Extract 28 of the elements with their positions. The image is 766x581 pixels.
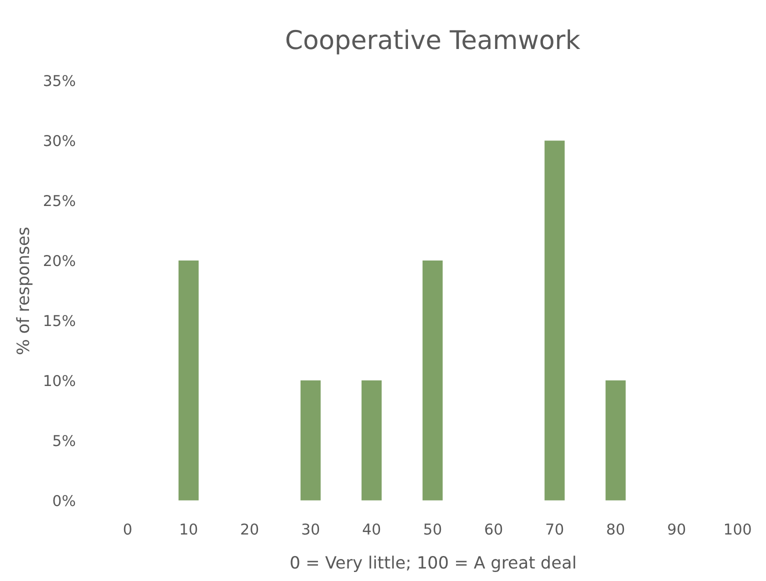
x-tick-label: 70 [545,520,564,539]
bar [362,380,382,500]
y-tick-label: 30% [42,132,76,150]
y-tick-label: 0% [52,492,76,510]
x-axis-title: 0 = Very little; 100 = A great deal [290,552,577,572]
x-tick-label: 60 [484,520,504,539]
y-tick-label: 15% [42,312,76,330]
y-tick-label: 25% [42,192,76,210]
y-tick-label: 20% [42,252,76,270]
bar [300,380,321,500]
bar [606,380,626,500]
x-tick-label: 40 [362,520,382,539]
x-tick-label: 50 [423,520,442,539]
bar [422,260,443,500]
x-tick-label: 0 [122,520,132,539]
chart-title: Cooperative Teamwork [284,26,580,56]
x-tick-label: 100 [723,520,752,539]
x-tick-label: 30 [301,520,320,539]
x-tick-label: 10 [179,520,198,539]
x-tick-label: 80 [606,520,626,539]
x-tick-label: 20 [240,520,260,539]
y-tick-label: 10% [42,372,76,390]
bar [178,260,199,500]
y-axis-title: % of responses [12,226,33,356]
bar [544,140,565,500]
y-tick-label: 35% [42,72,76,90]
y-tick-label: 5% [52,432,76,450]
x-tick-label: 90 [667,520,686,539]
